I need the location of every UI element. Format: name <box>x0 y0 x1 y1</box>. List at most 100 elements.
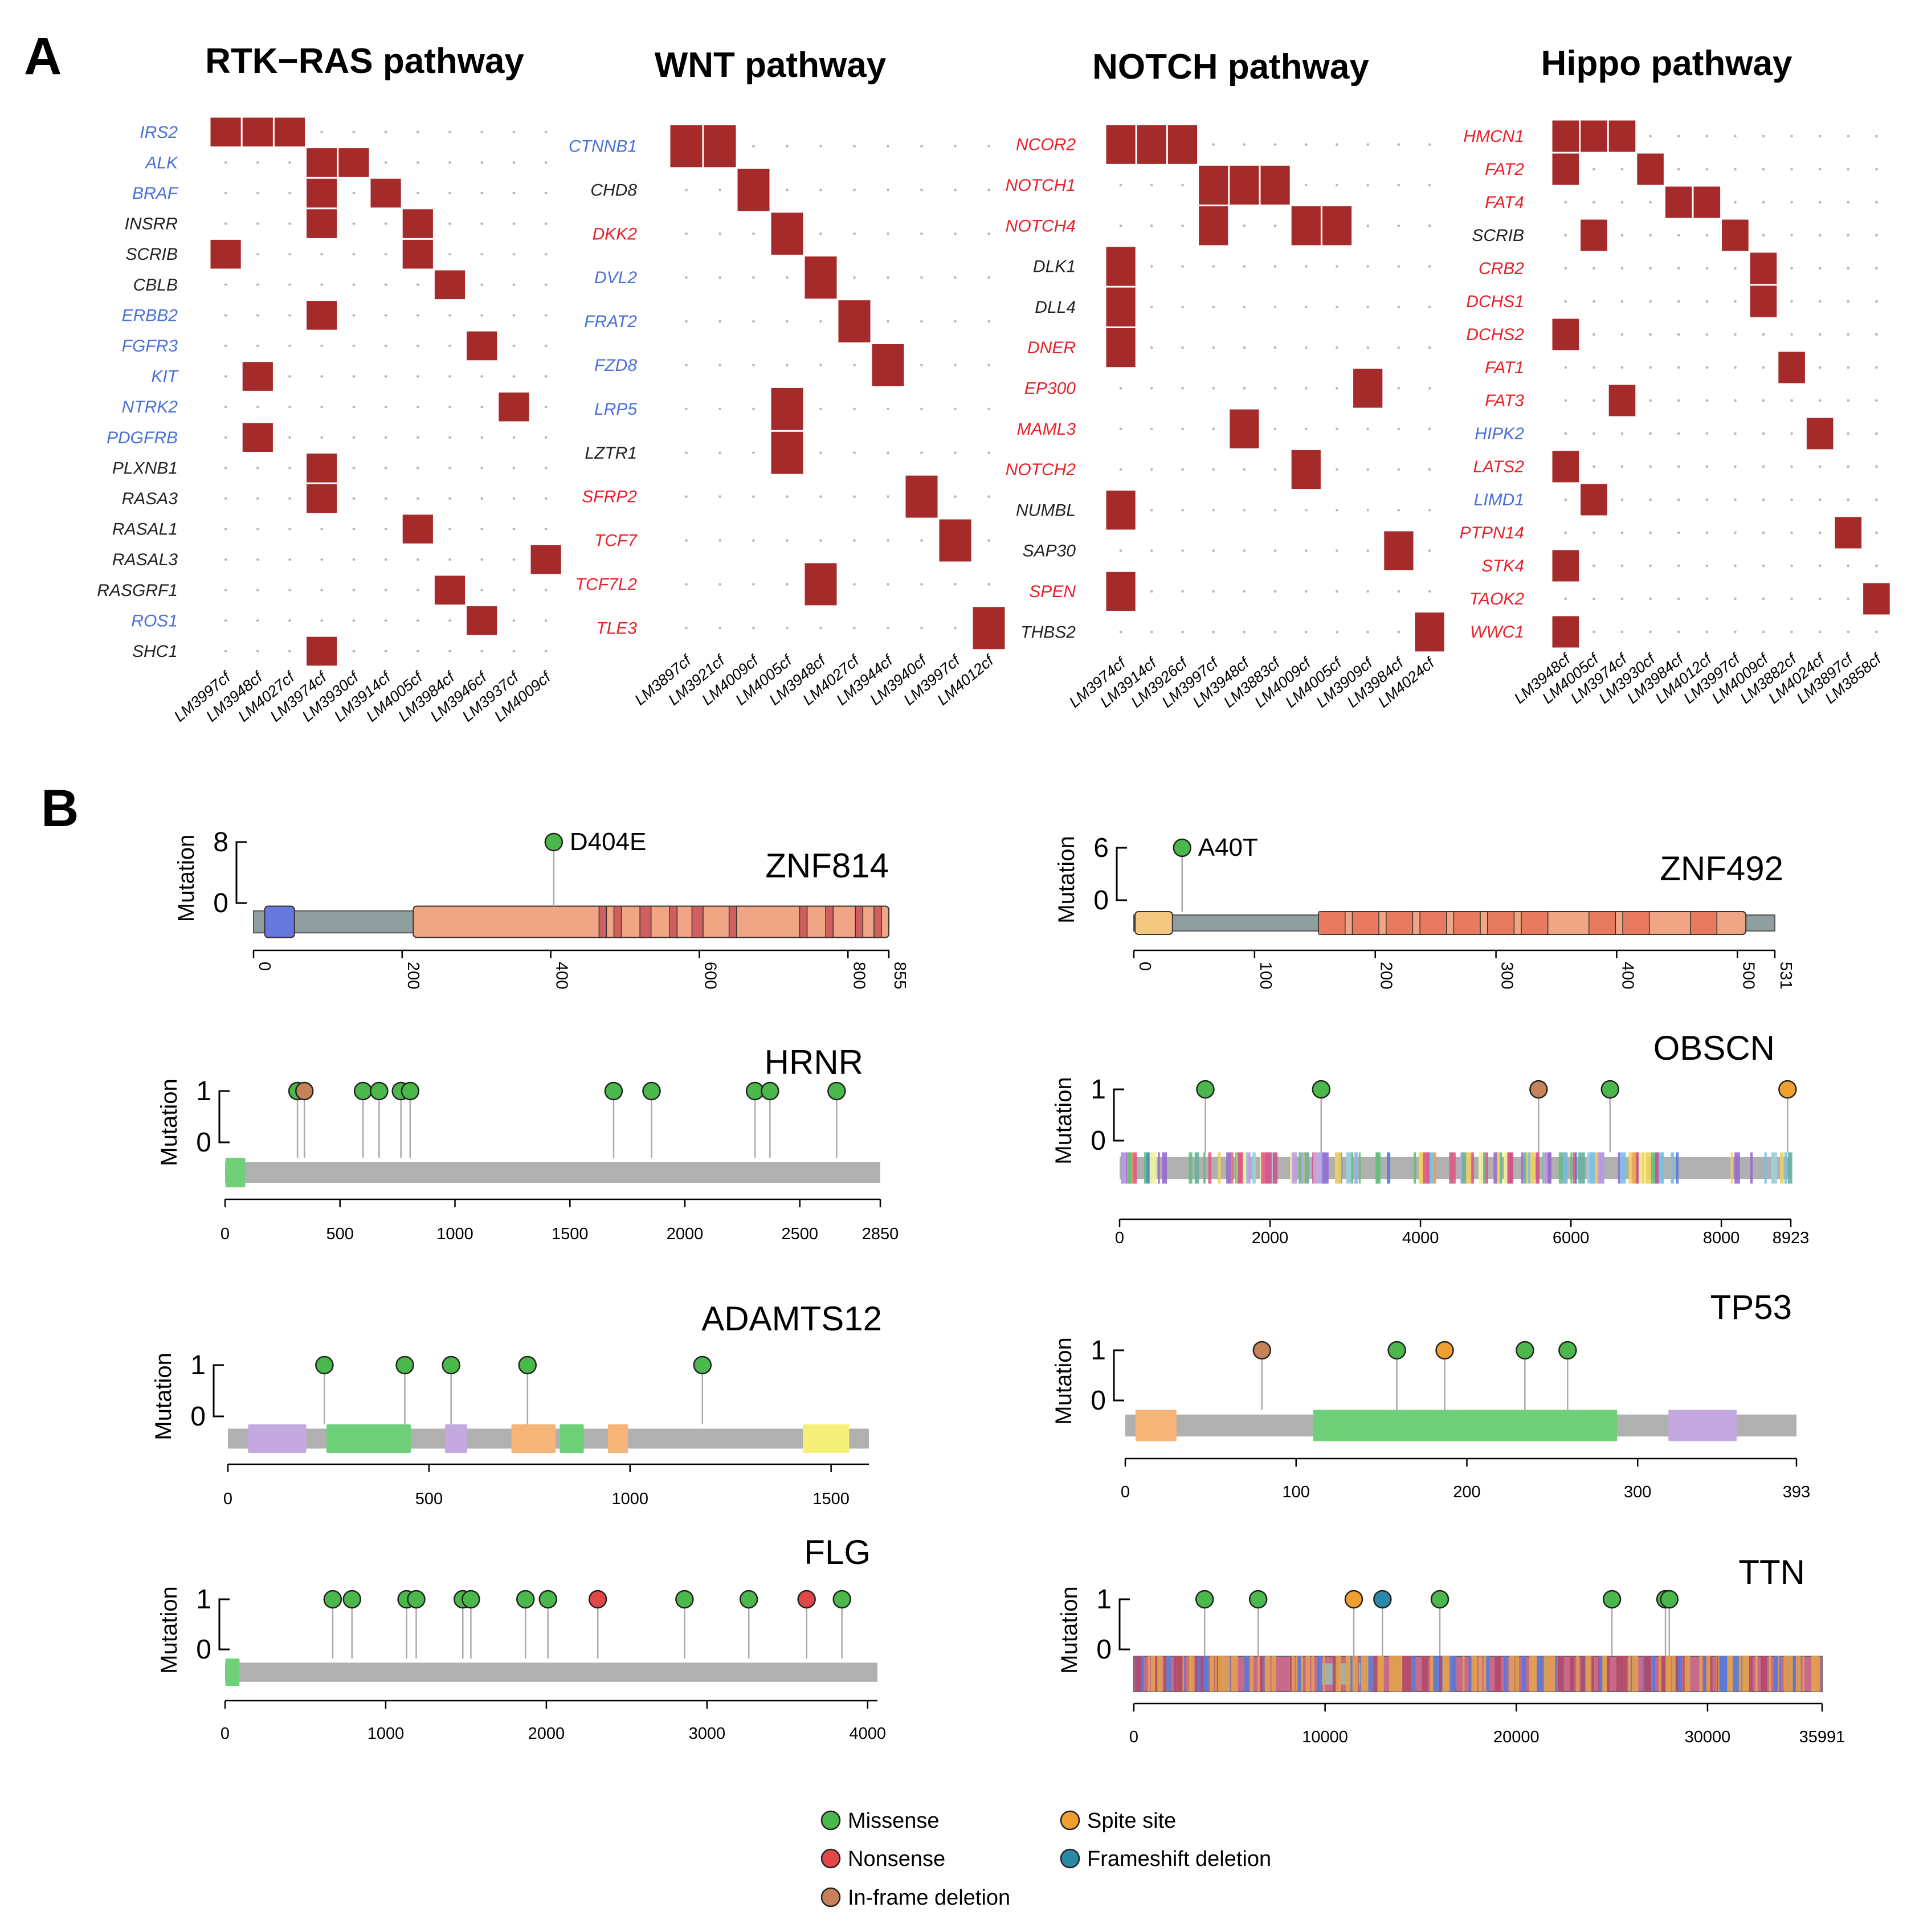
protein-domain <box>1313 1410 1618 1441</box>
protein-domain <box>1318 911 1346 935</box>
grid-dot <box>1212 630 1215 634</box>
grid-dot <box>1818 531 1822 534</box>
grid-dot <box>1734 300 1737 303</box>
protein-domain-stripe <box>1451 1656 1456 1692</box>
grid-dot <box>1790 498 1794 501</box>
grid-dot <box>416 589 419 592</box>
grid-dot <box>718 407 721 411</box>
protein-domain-stripe <box>1478 1152 1484 1184</box>
grid-dot <box>1790 432 1794 435</box>
mutation-cell <box>242 117 273 147</box>
gene-label: PTPN14 <box>1460 524 1524 542</box>
grid-dot <box>853 539 856 542</box>
protein-domain-stripe <box>1591 1656 1594 1692</box>
grid-dot <box>1336 265 1338 268</box>
y-tick-label: 1 <box>190 1350 206 1380</box>
grid-dot <box>352 314 356 317</box>
grid-dot <box>1592 564 1595 567</box>
protein-domain-stripe <box>1418 1152 1425 1184</box>
mutation-cell <box>1581 120 1607 152</box>
grid-dot <box>1762 399 1765 402</box>
y-tick-label: 0 <box>190 1402 206 1432</box>
grid-dot <box>256 619 259 622</box>
grid-dot <box>416 161 419 164</box>
grid-dot <box>1212 427 1215 431</box>
lollipop-head-spite-site <box>1778 1080 1797 1099</box>
grid-dot <box>512 589 516 592</box>
gene-label: THBS2 <box>1020 623 1076 642</box>
grid-dot <box>1336 305 1338 309</box>
protein-domain-stripe <box>1659 1656 1661 1692</box>
grid-dot <box>920 451 923 455</box>
protein-domain-stripe <box>1544 1656 1550 1692</box>
grid-dot <box>448 222 451 225</box>
gene-label: FAT1 <box>1485 358 1524 377</box>
grid-dot <box>920 363 923 367</box>
protein-domain-stripe <box>1733 1656 1739 1692</box>
grid-dot <box>1304 265 1308 268</box>
gene-label: LRP5 <box>594 400 637 419</box>
grid-dot <box>1592 597 1595 601</box>
grid-dot <box>288 650 291 653</box>
grid-dot <box>352 283 356 287</box>
grid-dot <box>954 363 957 367</box>
grid-dot <box>685 188 688 191</box>
gene-label: DCHS1 <box>1466 292 1524 311</box>
grid-dot <box>718 320 721 323</box>
mutation-cell <box>402 239 433 269</box>
lollipop-head-spite-site <box>1344 1590 1363 1609</box>
grid-dot <box>352 344 356 348</box>
mutation-cell <box>467 606 497 635</box>
grid-dot <box>1150 387 1153 390</box>
grid-dot <box>853 188 856 191</box>
grid-dot <box>1150 183 1153 187</box>
mutation-cell <box>1750 285 1777 317</box>
protein-domain-stripe <box>1581 1656 1585 1692</box>
grid-dot <box>352 405 356 409</box>
grid-dot <box>786 188 789 191</box>
grid-dot <box>224 589 227 592</box>
lollipop-head-missense <box>1558 1341 1577 1360</box>
legend-label: Frameshift deletion <box>1087 1847 1271 1871</box>
grid-dot <box>1818 201 1822 204</box>
grid-dot <box>1705 465 1709 468</box>
protein-domain-stripe <box>1226 1152 1232 1184</box>
grid-dot <box>987 583 990 586</box>
gene-label: NOTCH2 <box>1006 460 1076 479</box>
grid-dot <box>1564 201 1567 204</box>
grid-dot <box>320 344 324 348</box>
grid-dot <box>954 276 957 279</box>
protein-title: TTN <box>1738 1553 1805 1591</box>
mutation-cell <box>771 431 803 474</box>
y-axis <box>218 1090 230 1143</box>
protein-domain-stripe <box>1727 1656 1734 1692</box>
lollipop-head-missense <box>518 1355 537 1375</box>
mutation-cell <box>805 256 837 299</box>
protein-domain-stripe <box>1212 1656 1218 1692</box>
protein-domain-stripe <box>1261 1152 1267 1184</box>
mutation-cell <box>1581 484 1607 516</box>
grid-dot <box>1564 267 1567 270</box>
grid-dot <box>1649 300 1652 303</box>
grid-dot <box>954 583 957 586</box>
grid-dot <box>416 619 419 622</box>
grid-dot <box>352 467 356 469</box>
grid-dot <box>1428 265 1431 268</box>
grid-dot <box>752 276 755 279</box>
grid-dot <box>1336 630 1338 634</box>
grid-dot <box>1620 267 1624 270</box>
grid-dot <box>544 252 548 256</box>
grid-dot <box>1366 224 1370 227</box>
protein-domain <box>613 905 622 938</box>
protein-domain-stripe <box>1291 1152 1297 1184</box>
grid-dot <box>819 232 822 235</box>
grid-dot <box>480 314 484 317</box>
grid-dot <box>544 191 548 195</box>
legend-swatch <box>820 1848 841 1869</box>
protein-domain <box>1419 911 1447 935</box>
grid-dot <box>512 650 516 653</box>
protein-domain-stripe <box>1481 1152 1486 1184</box>
protein-backbone <box>225 1162 880 1183</box>
mutation-cell <box>242 423 273 452</box>
protein-domain-stripe <box>1271 1656 1276 1692</box>
